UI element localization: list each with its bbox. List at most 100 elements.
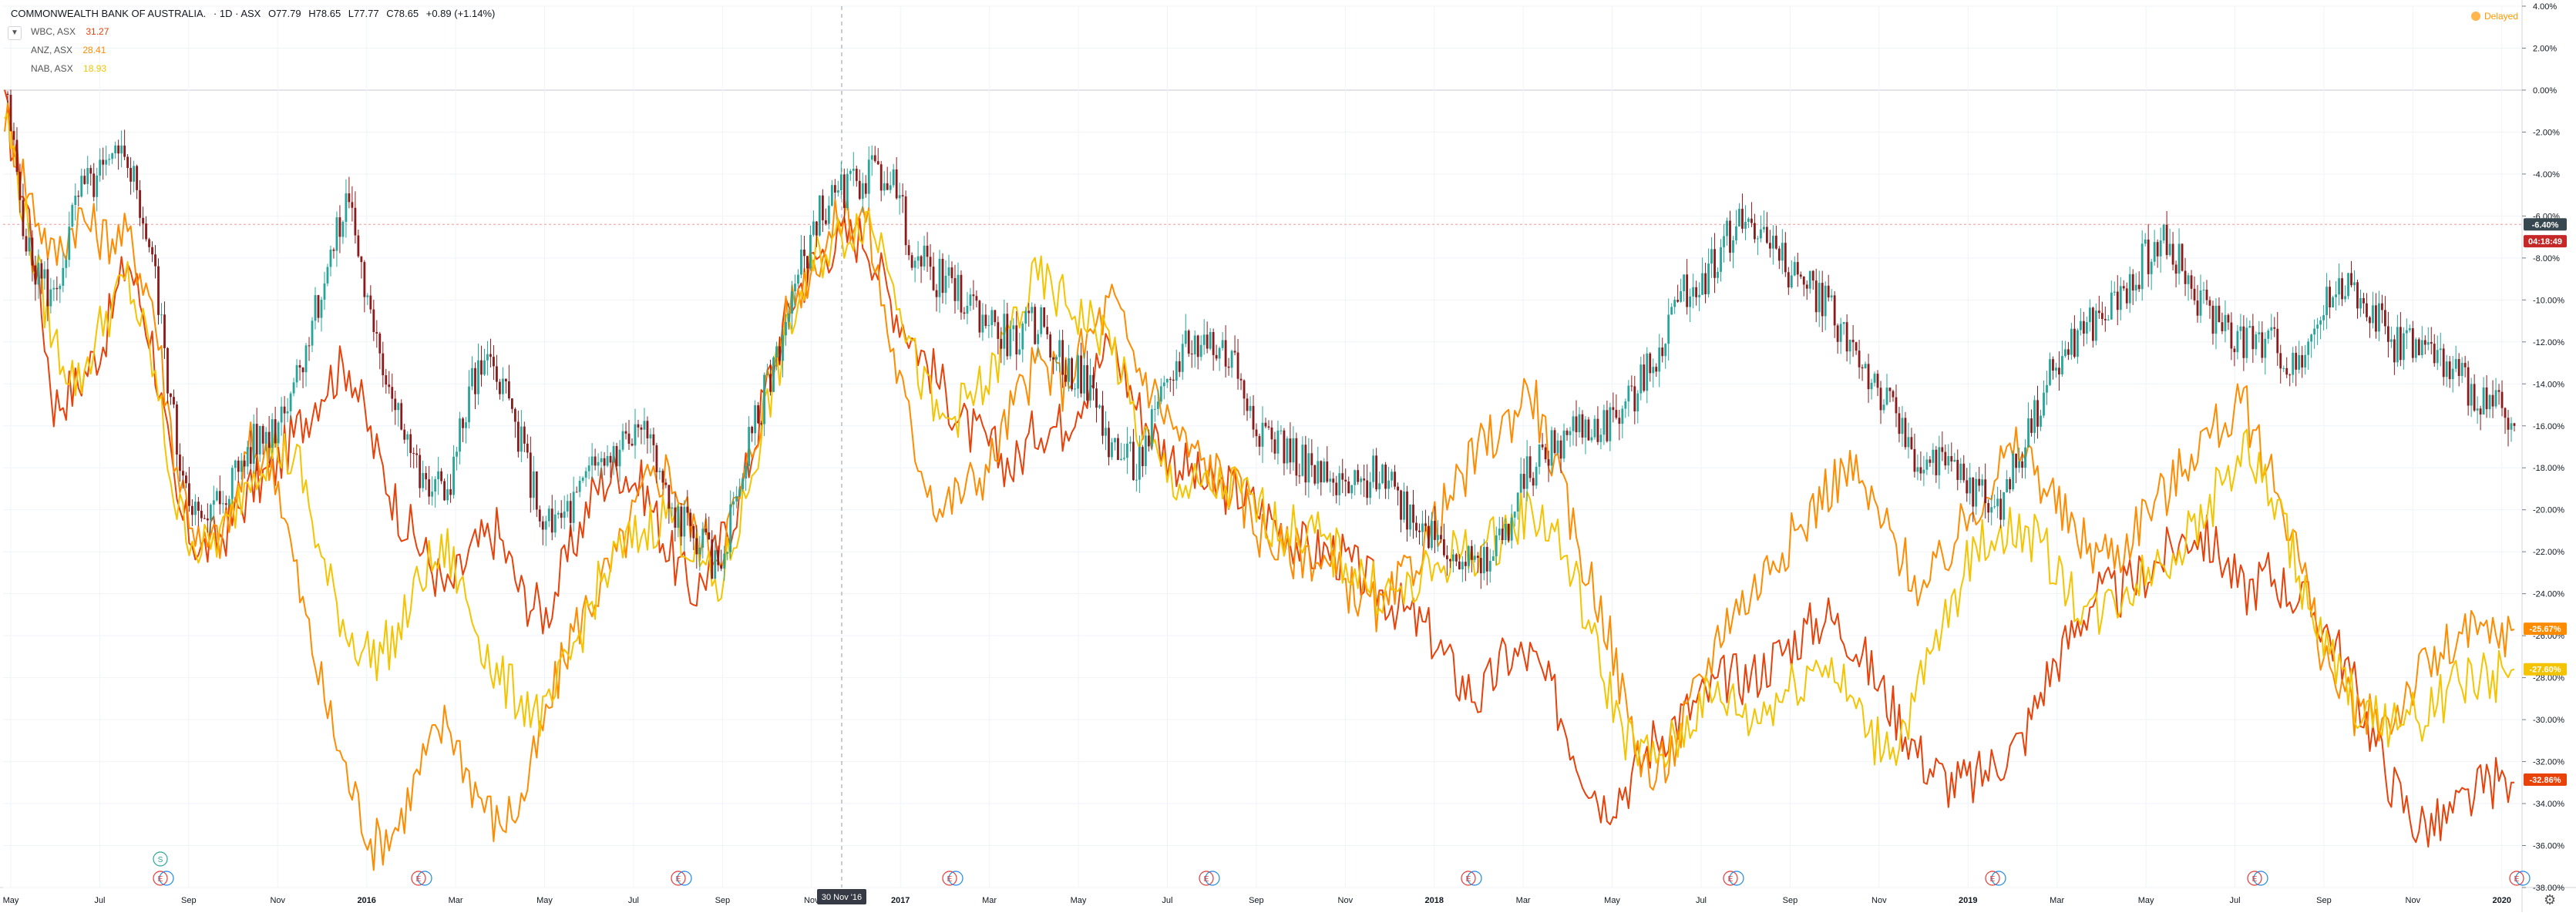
candle-body (2125, 288, 2128, 304)
candle-body (43, 269, 46, 279)
candle-body (1892, 391, 1895, 398)
candle-body (720, 565, 723, 569)
candle-body (1771, 235, 1774, 249)
candle-body (1602, 410, 1606, 435)
symbol-title[interactable]: COMMONWEALTH BANK OF AUSTRALIA. (11, 8, 207, 19)
candle-body (2378, 303, 2380, 332)
candle-body (295, 365, 298, 383)
candle-body (975, 296, 978, 301)
settings-button[interactable]: ⚙ (2544, 892, 2556, 908)
candle-body (748, 427, 751, 466)
candle-body (292, 382, 295, 394)
candle-body (1329, 478, 1332, 482)
candle-body (311, 320, 314, 346)
candle-body (9, 95, 12, 132)
x-tick-label: 2016 (357, 896, 375, 905)
candle-body (89, 168, 92, 174)
candle-body (1147, 435, 1150, 447)
candle-body (1966, 480, 1969, 494)
candle-body (2381, 303, 2383, 310)
candle-body (2122, 286, 2125, 289)
candle-body (1473, 555, 1476, 560)
candle-body (1162, 382, 1165, 387)
candle-body (553, 514, 557, 533)
candle-body (1135, 479, 1138, 481)
candle-body (855, 169, 858, 181)
candle-body (2301, 354, 2304, 368)
candle-body (1522, 474, 1525, 489)
candle-body (428, 479, 431, 497)
candle-body (1488, 560, 1491, 572)
candle-body (754, 405, 757, 434)
candle-body (2088, 307, 2091, 323)
candle-body (2018, 461, 2020, 468)
candle-body (385, 375, 388, 385)
candle-body (1255, 429, 1258, 437)
candle-body (769, 374, 772, 392)
candle-body (314, 295, 317, 321)
last-value-label: -25.67% (2530, 625, 2561, 634)
y-tick-label: -30.00% (2533, 716, 2564, 725)
candle-body (1193, 335, 1196, 355)
candle-body (255, 424, 258, 455)
candle-body (520, 426, 523, 452)
x-tick-label: May (536, 896, 553, 905)
candle-body (680, 506, 683, 537)
candle-body (1098, 405, 1101, 408)
candle-body (1814, 280, 1818, 313)
candle-body (468, 386, 470, 423)
candle-body (2399, 327, 2402, 361)
candle-body (1129, 441, 1132, 444)
candle-body (941, 258, 944, 294)
interval-label[interactable]: · 1D · ASX (213, 8, 261, 19)
candle-body (431, 492, 434, 497)
candle-body (179, 454, 181, 471)
candle-body (683, 506, 686, 537)
candle-body (1310, 453, 1313, 465)
legend-collapse-button[interactable]: ▼ (8, 26, 22, 40)
candle-body (2218, 305, 2221, 323)
candle-body (1547, 459, 1550, 466)
candle-body (2497, 390, 2500, 392)
x-tick-label: Sep (1249, 896, 1264, 905)
candle-body (2426, 341, 2430, 345)
candle-body (1031, 307, 1034, 314)
candle-body (603, 458, 606, 466)
candle-body (372, 309, 375, 332)
candle-body (785, 321, 787, 336)
candle-body (1252, 405, 1255, 430)
candle-body (714, 550, 717, 579)
candle-body (898, 195, 901, 199)
candle-body (1851, 339, 1855, 343)
candle-body (830, 185, 833, 206)
candle-body (1738, 209, 1740, 226)
candle-body (1304, 445, 1307, 483)
candle-body (261, 426, 264, 444)
candle-body (188, 483, 190, 506)
candle-body (1375, 455, 1378, 490)
legend-symbol: WBC, ASX (31, 26, 76, 37)
candle-body (1689, 296, 1692, 307)
candle-body (1765, 226, 1768, 243)
legend-item-nab[interactable]: NAB, ASX 18.93 (31, 63, 106, 74)
candle-body (493, 357, 495, 367)
candle-body (1061, 340, 1064, 375)
candle-body (655, 445, 658, 472)
low-value: L77.77 (348, 8, 379, 19)
candle-body (800, 250, 802, 275)
candle-body (2116, 291, 2119, 310)
legend-item-wbc[interactable]: WBC, ASX 31.27 (31, 26, 109, 37)
candle-body (52, 287, 55, 290)
candle-body (1034, 307, 1037, 344)
delayed-badge[interactable]: Delayed (2471, 11, 2518, 22)
candle-body (2344, 296, 2346, 300)
candle-body (1491, 556, 1495, 561)
candle-body (836, 190, 839, 193)
candle-body (2052, 359, 2054, 371)
candle-body (1236, 352, 1239, 379)
candle-body (1114, 438, 1116, 443)
legend-item-anz[interactable]: ANZ, ASX 28.41 (31, 45, 106, 55)
candle-body (338, 217, 341, 237)
